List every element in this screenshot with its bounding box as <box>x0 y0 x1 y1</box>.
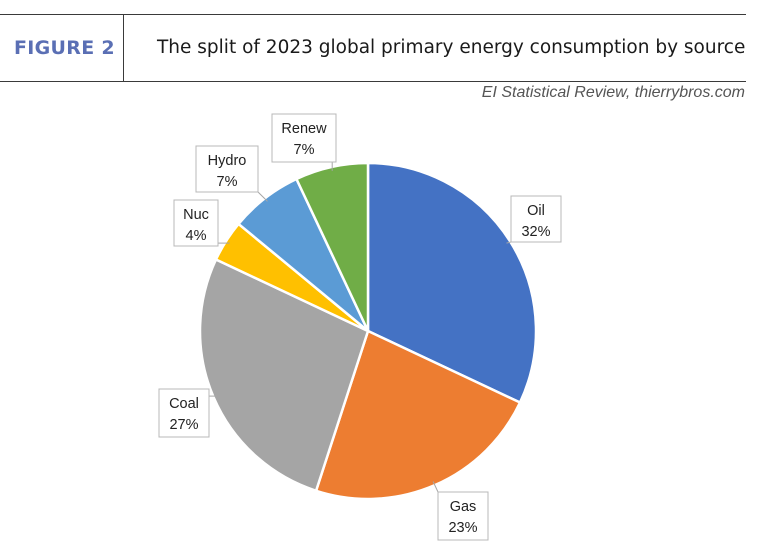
pie-slice-oil <box>366 161 538 405</box>
slice-value-oil: 32% <box>521 224 550 240</box>
pie-slice-coal <box>198 257 370 493</box>
slice-label-renew: Renew <box>281 121 327 137</box>
figure-label: FIGURE 2 <box>14 37 115 59</box>
leader-line-gas <box>432 481 439 493</box>
slice-value-coal: 27% <box>169 417 198 433</box>
data-label-box-nuc <box>173 199 219 247</box>
slice-label-hydro: Hydro <box>208 153 247 169</box>
slice-value-renew: 7% <box>294 142 315 158</box>
data-label-box-gas <box>437 491 489 541</box>
leader-line-oil <box>506 241 512 244</box>
data-label-box-oil <box>510 195 562 243</box>
slice-label-gas: Gas <box>450 499 477 515</box>
slice-label-oil: Oil <box>527 203 545 219</box>
data-label-box-renew <box>271 113 337 163</box>
figure-title: The split of 2023 global primary energy … <box>157 37 746 58</box>
data-label-box-coal <box>158 388 210 438</box>
slice-value-gas: 23% <box>448 520 477 536</box>
pie-slice-renew <box>294 161 370 332</box>
slice-label-nuc: Nuc <box>183 207 209 223</box>
data-label-box-hydro <box>195 145 259 193</box>
figure-header: FIGURE 2 The split of 2023 global primar… <box>0 14 746 82</box>
leader-line-hydro <box>257 191 268 202</box>
slice-label-coal: Coal <box>169 396 199 412</box>
source-credit: EI Statistical Review, thierrybros.com <box>481 84 745 101</box>
slice-value-hydro: 7% <box>217 174 238 190</box>
slice-value-nuc: 4% <box>186 228 207 244</box>
header-divider <box>123 15 124 81</box>
